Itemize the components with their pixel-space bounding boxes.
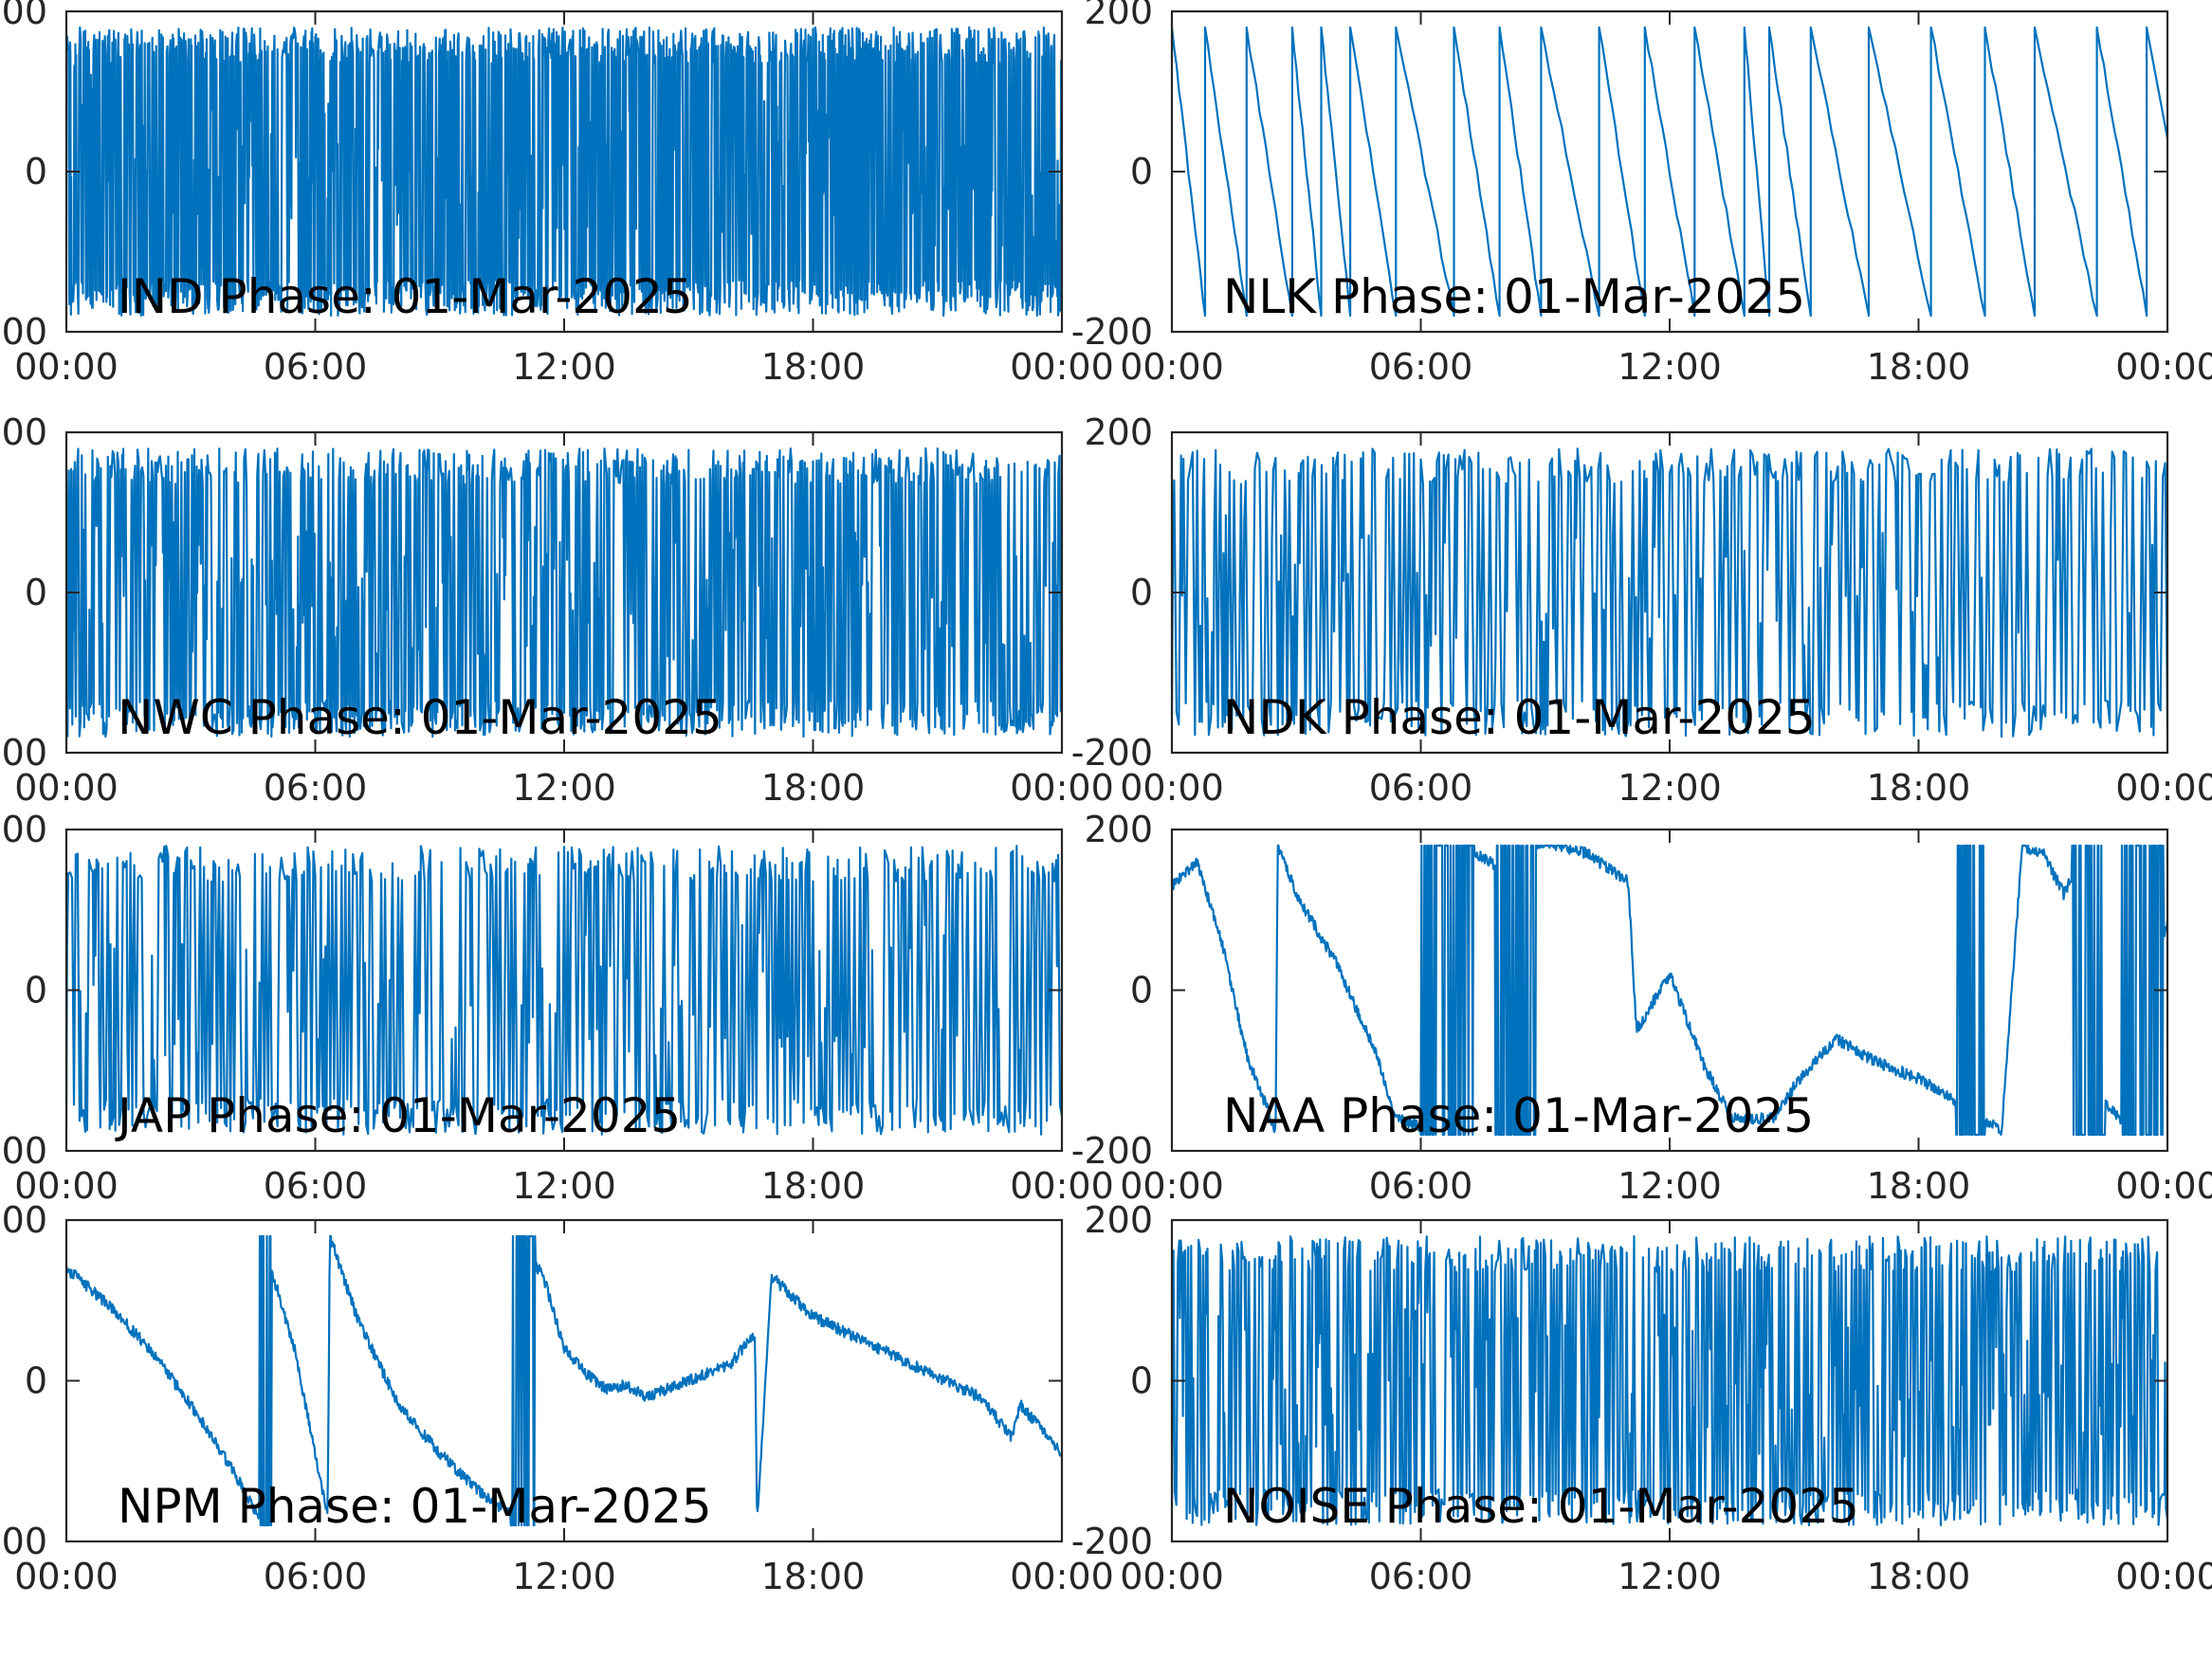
phase-trace [1172,1235,2167,1527]
x-tick-label: 12:00 [512,767,616,809]
x-tick-label: 18:00 [761,1165,866,1207]
y-tick-label: 200 [1084,411,1153,453]
phase-trace [1172,447,2167,738]
x-tick-label: 00:00 [1120,1165,1224,1207]
x-tick-label: 00:00 [14,1165,119,1207]
panel-title: NPM Phase: 01-Mar-2025 [118,1479,712,1534]
x-tick-label: 00:00 [2115,1556,2212,1597]
x-tick-label: 18:00 [1867,767,1971,809]
x-tick-label: 18:00 [1867,1165,1971,1207]
y-tick-label: 0 [25,970,47,1012]
x-tick-label: 00:00 [1120,1556,1224,1597]
panel-title: JAP Phase: 01-Mar-2025 [115,1088,681,1143]
x-tick-label: 12:00 [1618,1556,1722,1597]
y-tick-label: -200 [0,311,47,353]
y-tick-label: 0 [25,151,47,192]
x-tick-label: 00:00 [14,1556,119,1597]
y-tick-label: 200 [1084,0,1153,32]
y-tick-label: 200 [0,1199,47,1241]
x-tick-label: 12:00 [1618,346,1722,388]
panel-title: IND Phase: 01-Mar-2025 [118,269,693,324]
x-tick-label: 12:00 [512,1165,616,1207]
phase-trace [1172,26,2167,318]
x-tick-label: 18:00 [761,1556,866,1597]
y-tick-label: 0 [25,1360,47,1402]
y-tick-label: -200 [0,732,47,774]
y-tick-label: -200 [1071,311,1153,353]
x-tick-label: 06:00 [1369,346,1473,388]
panel-title: NOISE Phase: 01-Mar-2025 [1223,1479,1859,1534]
y-tick-label: 0 [1130,1360,1153,1402]
y-tick-label: 0 [1130,572,1153,613]
x-tick-label: 00:00 [1120,767,1224,809]
x-tick-label: 06:00 [264,346,368,388]
x-tick-label: 18:00 [761,346,866,388]
x-tick-label: 06:00 [264,1165,368,1207]
x-tick-label: 12:00 [512,1556,616,1597]
y-tick-label: -200 [1071,1130,1153,1172]
x-tick-label: 06:00 [264,767,368,809]
y-tick-label: 200 [1084,809,1153,850]
panel-title: NLK Phase: 01-Mar-2025 [1223,269,1805,324]
x-tick-label: 12:00 [1618,1165,1722,1207]
y-tick-label: -200 [0,1521,47,1562]
x-tick-label: 00:00 [1010,1556,1114,1597]
y-tick-label: 0 [1130,970,1153,1012]
x-tick-label: 00:00 [1120,346,1224,388]
phase-trace [66,845,1062,1136]
y-tick-label: -200 [1071,1521,1153,1562]
phase-trace [66,1234,1062,1527]
panel-title: NAA Phase: 01-Mar-2025 [1223,1088,1814,1143]
y-tick-label: 0 [1130,151,1153,192]
y-tick-label: -200 [0,1130,47,1172]
x-tick-label: 00:00 [2115,1165,2212,1207]
x-tick-label: 00:00 [1010,1165,1114,1207]
y-tick-label: -200 [1071,732,1153,774]
x-tick-label: 18:00 [761,767,866,809]
x-tick-label: 12:00 [1618,767,1722,809]
x-tick-label: 18:00 [1867,346,1971,388]
y-tick-label: 200 [1084,1199,1153,1241]
x-tick-label: 00:00 [1010,767,1114,809]
phase-trace [1172,844,2167,1137]
x-tick-label: 00:00 [14,346,119,388]
y-tick-label: 200 [0,0,47,32]
x-tick-label: 06:00 [1369,767,1473,809]
x-tick-label: 12:00 [512,346,616,388]
phase-trace [66,26,1062,318]
phase-trace [66,447,1062,738]
x-tick-label: 06:00 [264,1556,368,1597]
y-tick-label: 200 [0,809,47,850]
x-tick-label: 00:00 [1010,346,1114,388]
panel-title: NWC Phase: 01-Mar-2025 [118,690,722,745]
x-tick-label: 06:00 [1369,1556,1473,1597]
x-tick-label: 00:00 [14,767,119,809]
y-tick-label: 0 [25,572,47,613]
x-tick-label: 00:00 [2115,346,2212,388]
x-tick-label: 00:00 [2115,767,2212,809]
x-tick-label: 06:00 [1369,1165,1473,1207]
y-tick-label: 200 [0,411,47,453]
panel-title: NDK Phase: 01-Mar-2025 [1223,690,1816,745]
x-tick-label: 18:00 [1867,1556,1971,1597]
